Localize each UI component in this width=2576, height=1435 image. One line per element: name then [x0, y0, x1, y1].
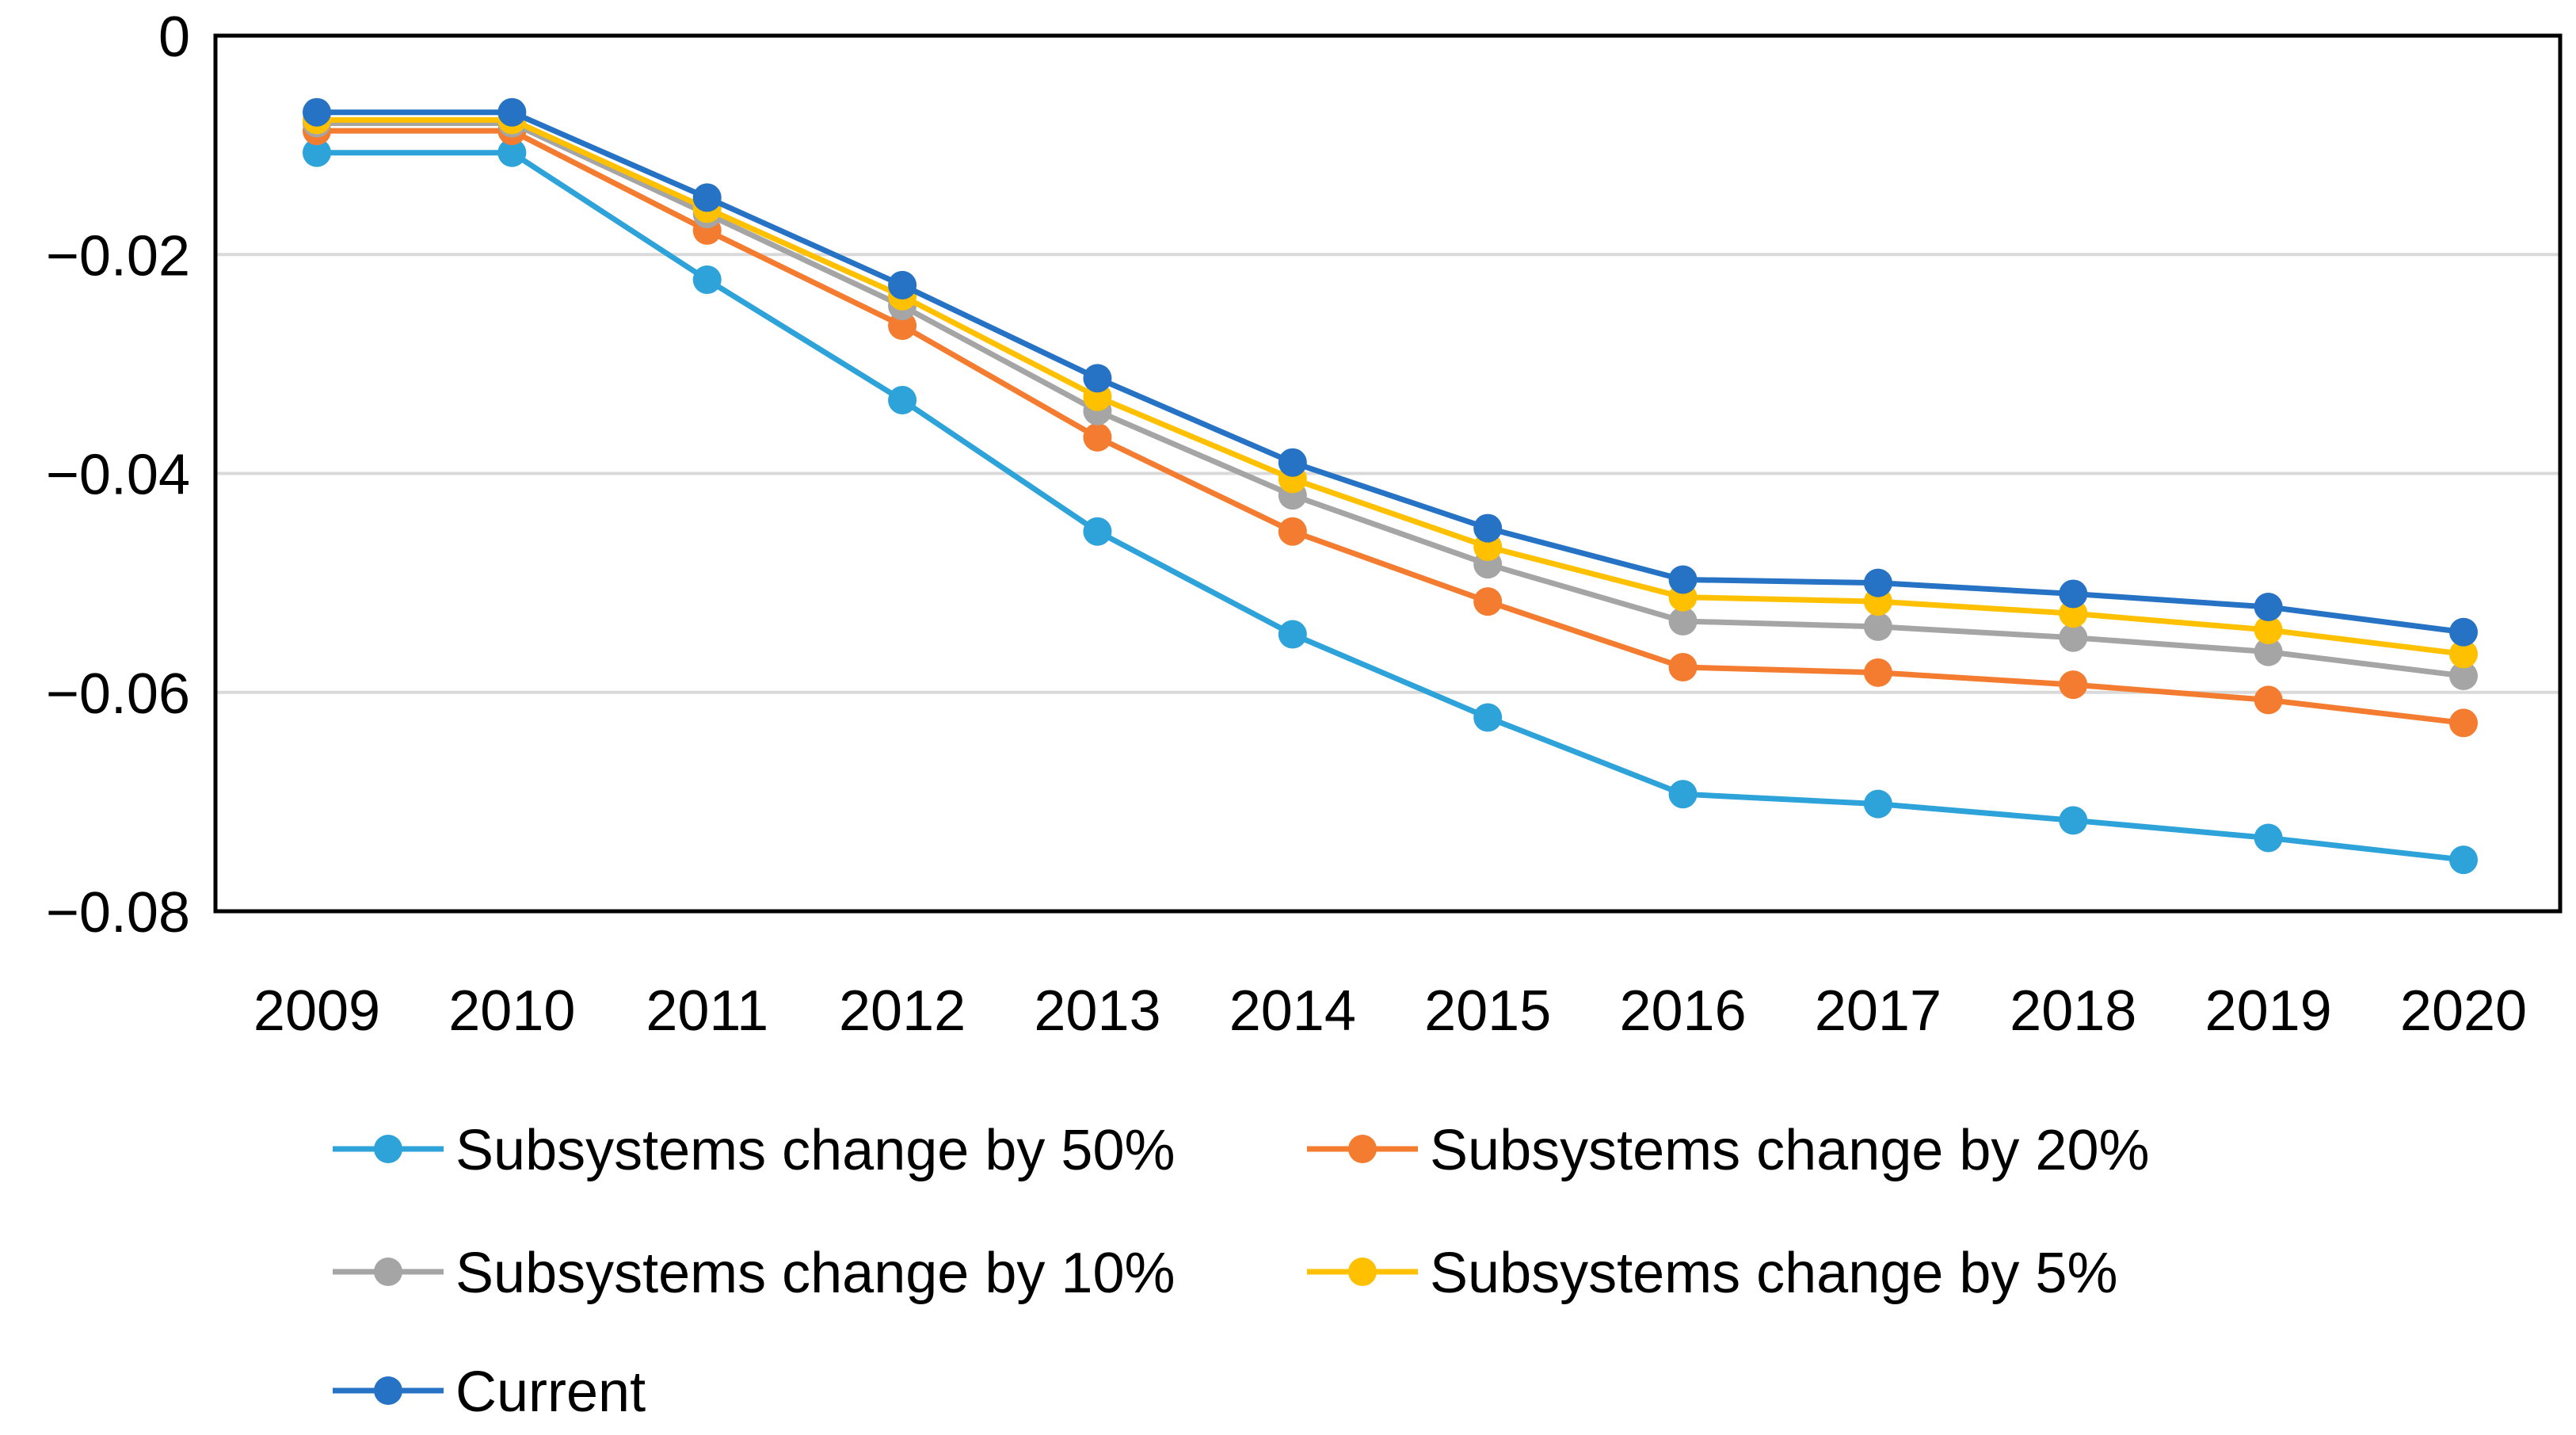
legend-entry: Subsystems change by 5% [1307, 1242, 2117, 1305]
axes [213, 33, 2563, 914]
data-point [2254, 616, 2283, 645]
plot-border [213, 33, 2563, 914]
x-tick-label: 2019 [2205, 979, 2332, 1043]
data-point [303, 138, 331, 167]
data-point [497, 97, 527, 127]
legend-marker [1348, 1258, 1377, 1286]
data-point [1473, 703, 1503, 732]
legend-entry: Subsystems change by 10% [333, 1242, 1176, 1305]
data-point [692, 265, 722, 295]
data-point [2059, 579, 2088, 609]
data-point [303, 97, 331, 127]
data-point [1083, 364, 1112, 393]
legend-marker [1348, 1135, 1377, 1163]
legend-entry: Subsystems change by 50% [333, 1119, 1176, 1182]
series-line [317, 150, 2464, 863]
series-5 [303, 97, 2478, 647]
data-point [1668, 606, 1698, 635]
y-tick-label: −0.04 [46, 444, 190, 507]
data-point [2059, 623, 2088, 652]
data-point [2449, 662, 2478, 691]
data-point [2059, 670, 2088, 700]
x-tick-label: 2018 [2010, 979, 2136, 1043]
data-point [2254, 593, 2283, 622]
data-point [1473, 587, 1503, 616]
data-point [1083, 422, 1112, 452]
data-point [2254, 637, 2283, 666]
data-point [1278, 620, 1307, 649]
series-lines [303, 97, 2478, 875]
y-tick-label: −0.02 [46, 224, 190, 288]
data-point [888, 311, 917, 341]
y-tick-label: −0.08 [46, 881, 190, 945]
legend-label: Current [455, 1361, 646, 1424]
x-tick-label: 2017 [1815, 979, 1942, 1043]
x-tick-label: 2016 [1619, 979, 1746, 1043]
data-point [2059, 806, 2088, 835]
data-point [2059, 599, 2088, 628]
legend-marker [374, 1135, 402, 1163]
series-1 [303, 138, 2478, 875]
data-point [692, 183, 722, 212]
data-point [888, 270, 917, 300]
data-point [1863, 789, 1892, 819]
legend: Subsystems change by 50% Subsystems chang… [333, 1119, 2150, 1424]
data-point [1083, 517, 1112, 546]
legend-entry: Subsystems change by 20% [1307, 1119, 2150, 1182]
data-point [1668, 652, 1698, 681]
series-line [317, 120, 2464, 679]
data-point [1863, 612, 1892, 641]
y-tick-label: 0 [158, 6, 190, 69]
x-tick-label: 2014 [1229, 979, 1356, 1043]
legend-entry: Current [333, 1361, 646, 1424]
series-line [317, 109, 2464, 635]
legend-label: Subsystems change by 20% [1430, 1119, 2150, 1182]
data-point [2254, 823, 2283, 853]
y-tick-label: −0.06 [46, 662, 190, 726]
data-point [1278, 448, 1307, 477]
data-point [2449, 708, 2478, 738]
data-point [1863, 568, 1892, 597]
legend-label: Subsystems change by 5% [1430, 1242, 2117, 1305]
data-point [2449, 639, 2478, 669]
data-point [888, 385, 917, 414]
legend-marker [374, 1258, 402, 1286]
x-tick-label: 2013 [1034, 979, 1160, 1043]
legend-label: Subsystems change by 50% [455, 1119, 1176, 1182]
y-tick-labels: 0 −0.02 −0.04 −0.06 −0.08 [46, 6, 190, 945]
data-point [1278, 517, 1307, 546]
x-tick-labels: 2009 2010 2011 2012 2013 2014 2015 2016 2017 2018… [253, 979, 2527, 1043]
series-line [317, 128, 2464, 726]
series-line [317, 116, 2464, 657]
data-point [1473, 513, 1503, 543]
data-point [2449, 845, 2478, 875]
x-tick-label: 2010 [448, 979, 575, 1043]
data-point [1668, 565, 1698, 594]
data-point [1863, 658, 1892, 687]
legend-marker [374, 1376, 402, 1405]
x-tick-label: 2015 [1424, 979, 1551, 1043]
x-tick-label: 2020 [2400, 979, 2527, 1043]
series-3 [303, 109, 2478, 691]
data-point [497, 138, 527, 167]
data-point [2449, 617, 2478, 647]
x-tick-label: 2009 [253, 979, 380, 1043]
x-tick-label: 2012 [839, 979, 966, 1043]
x-tick-label: 2011 [646, 979, 768, 1043]
legend-label: Subsystems change by 10% [455, 1242, 1176, 1305]
data-point [1668, 780, 1698, 809]
data-point [2254, 685, 2283, 715]
